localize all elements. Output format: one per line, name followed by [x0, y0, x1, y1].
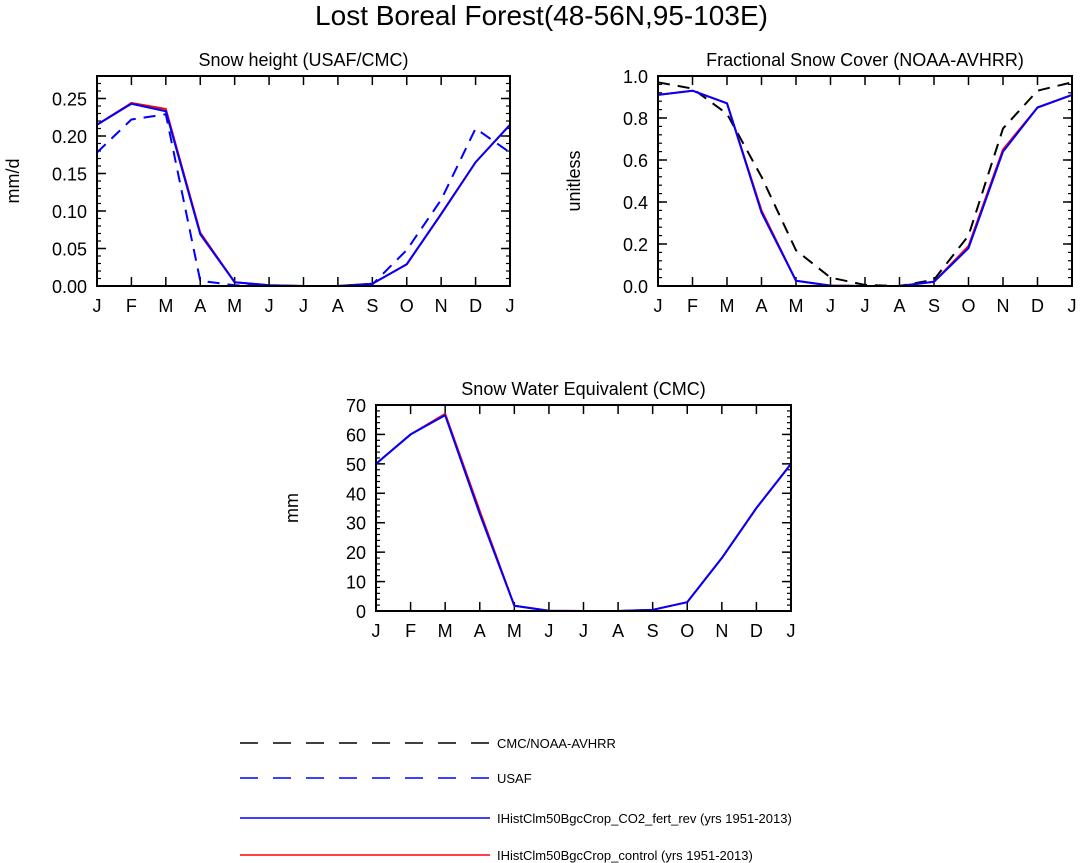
series-line	[657, 89, 1073, 287]
series-line	[96, 102, 511, 287]
x-tick-label: F	[405, 621, 416, 641]
x-tick-label: D	[469, 296, 482, 316]
series-line	[375, 412, 792, 612]
y-tick-label: 0.15	[52, 165, 87, 185]
x-tick-label: A	[332, 296, 344, 316]
y-tick-label: 60	[346, 425, 366, 445]
y-axis-label: mm/d	[3, 159, 23, 204]
chart-title: Snow Water Equivalent (CMC)	[461, 379, 705, 399]
y-tick-label: 0.0	[623, 277, 648, 297]
y-tick-label: 0.6	[623, 151, 648, 171]
x-tick-label: S	[928, 296, 940, 316]
figure-title: Lost Boreal Forest(48-56N,95-103E)	[315, 0, 768, 31]
x-tick-label: A	[474, 621, 486, 641]
x-tick-label: J	[93, 296, 102, 316]
y-tick-label: 70	[346, 396, 366, 416]
y-tick-label: 50	[346, 455, 366, 475]
x-tick-label: A	[194, 296, 206, 316]
x-tick-label: J	[299, 296, 308, 316]
x-tick-label: F	[687, 296, 698, 316]
x-tick-label: A	[755, 296, 767, 316]
x-tick-label: J	[654, 296, 663, 316]
series-line	[657, 81, 1073, 287]
y-axis-label: mm	[282, 493, 302, 523]
plot-frame	[96, 75, 511, 287]
series-line	[375, 414, 792, 612]
x-tick-label: D	[1031, 296, 1044, 316]
x-tick-label: A	[893, 296, 905, 316]
x-tick-label: J	[787, 621, 796, 641]
legend: CMC/NOAA-AVHRR USAF IHistClm50BgcCrop_CO2_…	[240, 736, 792, 863]
x-tick-label: J	[506, 296, 515, 316]
plot-frame	[657, 75, 1073, 287]
chart-fractional-snow-cover: Fractional Snow Cover (NOAA-AVHRR) unitle…	[564, 50, 1077, 316]
y-tick-label: 20	[346, 543, 366, 563]
x-tick-label: S	[647, 621, 659, 641]
x-tick-label: J	[1068, 296, 1077, 316]
series-line	[657, 89, 1073, 287]
x-tick-label: N	[997, 296, 1010, 316]
x-tick-label: J	[861, 296, 870, 316]
x-tick-label: M	[507, 621, 522, 641]
x-tick-label: M	[158, 296, 173, 316]
x-tick-label: J	[826, 296, 835, 316]
legend-label: USAF	[497, 771, 532, 786]
y-tick-label: 0.4	[623, 193, 648, 213]
y-tick-label: 0.00	[52, 277, 87, 297]
y-tick-label: 0.20	[52, 127, 87, 147]
y-axis-label: unitless	[564, 150, 584, 211]
x-tick-label: S	[366, 296, 378, 316]
x-tick-label: J	[544, 621, 553, 641]
y-tick-label: 30	[346, 514, 366, 534]
y-tick-label: 1.0	[623, 67, 648, 87]
legend-label: IHistClm50BgcCrop_CO2_fert_rev (yrs 1951…	[497, 811, 792, 826]
chart-panels: Snow height (USAF/CMC)mm/d0.000.050.100.…	[3, 50, 1077, 641]
x-tick-label: F	[126, 296, 137, 316]
x-tick-label: J	[265, 296, 274, 316]
y-tick-label: 0.8	[623, 109, 648, 129]
series-line	[96, 113, 511, 287]
y-tick-label: 40	[346, 484, 366, 504]
x-tick-label: O	[680, 621, 694, 641]
x-tick-label: M	[720, 296, 735, 316]
legend-label: IHistClm50BgcCrop_control (yrs 1951-2013…	[497, 848, 753, 863]
x-tick-label: N	[715, 621, 728, 641]
x-tick-label: O	[400, 296, 414, 316]
x-tick-label: J	[372, 621, 381, 641]
x-tick-label: D	[750, 621, 763, 641]
y-tick-label: 10	[346, 573, 366, 593]
x-tick-label: N	[435, 296, 448, 316]
x-tick-label: O	[961, 296, 975, 316]
y-tick-label: 0.2	[623, 235, 648, 255]
chart-snow-water-equivalent: Snow Water Equivalent (CMC) mm 0 10 20 30 40 50…	[282, 379, 796, 641]
x-tick-label: M	[438, 621, 453, 641]
legend-label: CMC/NOAA-AVHRR	[497, 736, 616, 751]
x-tick-label: A	[612, 621, 624, 641]
x-tick-label: M	[789, 296, 804, 316]
chart-title: Fractional Snow Cover (NOAA-AVHRR)	[706, 50, 1024, 70]
x-tick-label: M	[227, 296, 242, 316]
x-tick-label: J	[579, 621, 588, 641]
series-line	[96, 102, 511, 287]
y-tick-label: 0.05	[52, 240, 87, 260]
chart-snow-height: Snow height (USAF/CMC) mm/d 0.00 0.05 0.10 0.…	[3, 50, 515, 316]
plot-frame	[375, 404, 792, 612]
y-tick-label: 0	[356, 602, 366, 622]
y-tick-label: 0.10	[52, 202, 87, 222]
y-tick-label: 0.25	[52, 90, 87, 110]
chart-title: Snow height (USAF/CMC)	[198, 50, 408, 70]
